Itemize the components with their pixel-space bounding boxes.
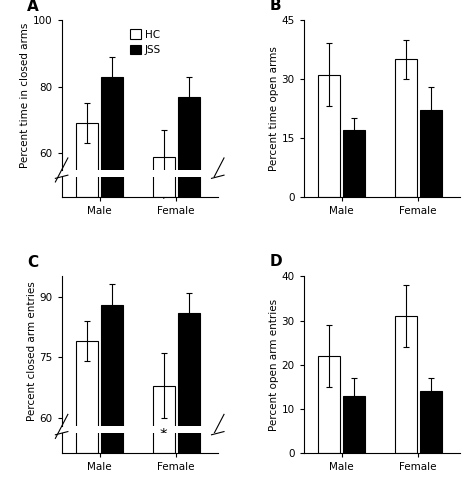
Bar	[76, 341, 99, 498]
Bar	[318, 75, 340, 197]
Bar	[394, 59, 417, 197]
Bar	[177, 97, 200, 353]
Legend: HC, JSS: HC, JSS	[126, 25, 165, 59]
Bar	[76, 124, 99, 353]
Bar	[153, 28, 175, 197]
Bar	[419, 391, 442, 453]
Bar	[76, 228, 99, 453]
Y-axis label: Percent time in closed arms: Percent time in closed arms	[20, 22, 30, 168]
Text: *: *	[427, 412, 435, 427]
Bar	[153, 386, 175, 498]
Bar	[177, 207, 200, 453]
Text: B: B	[269, 0, 281, 13]
Bar	[419, 110, 442, 197]
Bar	[76, 0, 99, 197]
Bar	[343, 130, 365, 197]
Bar	[101, 77, 123, 353]
Bar	[101, 305, 123, 498]
Text: *: *	[160, 428, 167, 443]
Text: *: *	[160, 192, 167, 207]
Text: A: A	[27, 0, 39, 14]
Bar	[153, 259, 175, 453]
Bar	[177, 0, 200, 197]
Bar	[177, 313, 200, 498]
Bar	[394, 316, 417, 453]
Text: *: *	[427, 141, 435, 156]
Bar	[101, 0, 123, 197]
Y-axis label: Percent time open arms: Percent time open arms	[269, 46, 279, 171]
Bar	[343, 396, 365, 453]
Bar	[101, 202, 123, 453]
Text: C: C	[27, 255, 38, 270]
Y-axis label: Percent open arm entries: Percent open arm entries	[269, 299, 279, 431]
Text: D: D	[269, 254, 282, 269]
Bar	[153, 156, 175, 353]
Bar	[318, 356, 340, 453]
Y-axis label: Percent closed arm entries: Percent closed arm entries	[27, 281, 36, 421]
